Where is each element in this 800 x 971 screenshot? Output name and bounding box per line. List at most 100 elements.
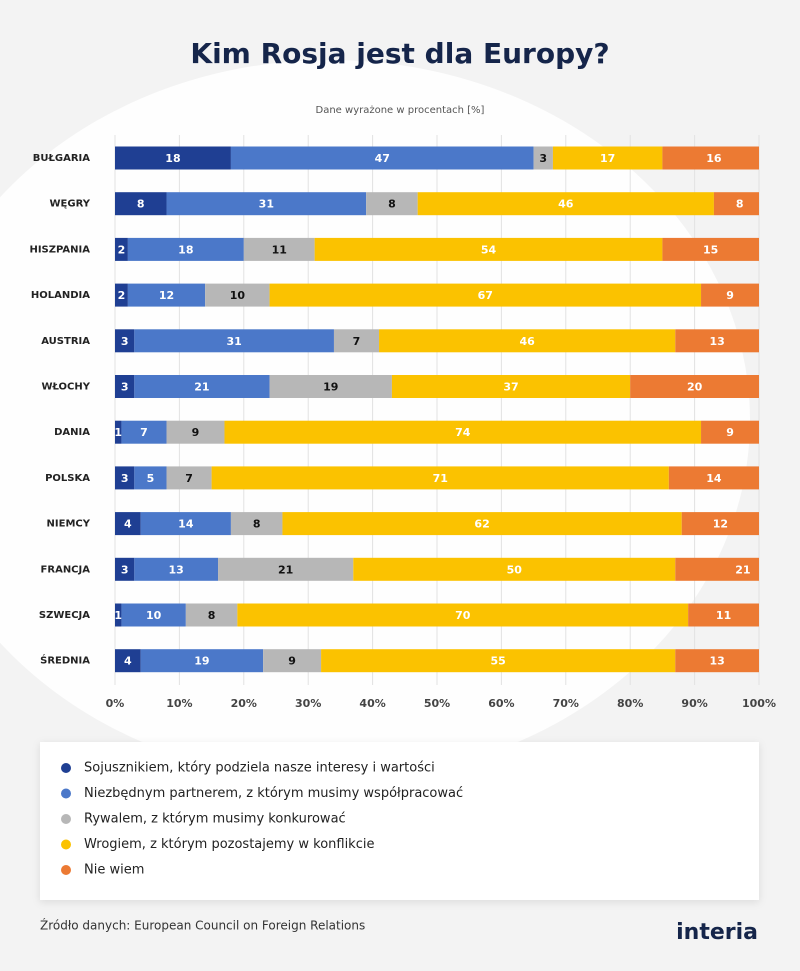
legend-marker [61, 788, 71, 799]
category-label: HOLANDIA [31, 290, 90, 301]
bar-segment [321, 649, 676, 673]
bar-segment [675, 329, 759, 353]
value-label: 10 [230, 289, 246, 302]
category-label: HISZPANIA [29, 244, 90, 255]
legend-box [40, 742, 759, 900]
value-label: 71 [433, 472, 448, 485]
x-tick-label: 10% [166, 697, 192, 710]
bar-segment [263, 649, 322, 673]
legend: Sojusznikiem, który podziela nasze inter… [61, 761, 463, 878]
bar-segment [218, 557, 354, 581]
value-label: 8 [736, 198, 744, 211]
bar-segment [115, 237, 128, 261]
legend-label: Wrogiem, z którym pozostajemy w konflikc… [84, 837, 374, 852]
value-label: 31 [259, 198, 274, 211]
x-tick-label: 70% [553, 697, 579, 710]
bar-segment [662, 146, 759, 170]
bar-segment [115, 192, 167, 216]
bar-segment [675, 557, 759, 581]
legend-marker [61, 839, 71, 850]
bar-segment [230, 512, 283, 536]
value-label: 70 [455, 609, 471, 622]
value-label: 62 [474, 518, 489, 531]
value-label: 3 [121, 381, 129, 394]
value-label: 11 [272, 243, 287, 256]
bar-segment [134, 329, 334, 353]
value-label: 19 [194, 655, 209, 668]
x-tick-label: 20% [231, 697, 257, 710]
value-label: 55 [491, 655, 506, 668]
value-label: 19 [323, 381, 338, 394]
category-label: WŁOCHY [41, 382, 90, 393]
brand-logo: interia [676, 920, 758, 945]
chart-title: Kim Rosja jest dla Europy? [190, 37, 609, 70]
bar-segment [675, 649, 759, 673]
x-tick-label: 0% [106, 697, 125, 710]
labels: 0% 10% 20% 30% 40% 50% 60% 70% 80% 90% 100% BUŁGARI… [29, 153, 776, 710]
bar-segment [166, 466, 212, 490]
bar-segment [127, 283, 206, 307]
bars: 18 47 3 17 168 31 8 46 82 18 11 54 152 12 10 67 93 31 7 46 1… [114, 146, 759, 673]
value-label: 12 [713, 518, 728, 531]
source: Źródło danych: European Council on Forei… [40, 918, 365, 933]
bar-segment [115, 283, 128, 307]
bar-segment [662, 237, 759, 261]
value-label: 54 [481, 243, 497, 256]
category-label: WĘGRY [50, 199, 91, 210]
value-label: 2 [118, 243, 126, 256]
bar-segment [134, 466, 167, 490]
value-label: 14 [178, 518, 194, 531]
bar-segment [269, 375, 392, 398]
value-label: 8 [253, 518, 261, 531]
x-tick-label: 30% [295, 697, 321, 710]
legend-marker [61, 763, 71, 773]
bar-segment [134, 557, 219, 581]
bar-segment [391, 375, 631, 398]
bar-segment [688, 603, 759, 627]
value-label: 4 [124, 518, 132, 531]
value-label: 1 [114, 426, 122, 439]
bar-segment [115, 329, 135, 353]
value-label: 37 [503, 381, 518, 394]
bar-segment [353, 557, 676, 581]
legend-marker [61, 814, 71, 824]
value-label: 13 [709, 335, 724, 348]
bar-segment [282, 512, 682, 536]
legend-marker [61, 865, 71, 875]
value-label: 9 [288, 655, 296, 668]
value-label: 13 [169, 563, 184, 576]
bar-segment [140, 649, 264, 673]
x-tick-label: 80% [617, 697, 643, 710]
bar-segment [533, 146, 553, 170]
bar-segment [211, 466, 669, 490]
value-label: 3 [539, 152, 547, 165]
bar-segment [166, 192, 367, 216]
bar-segment [115, 420, 122, 444]
value-label: 8 [388, 198, 396, 211]
value-label: 3 [121, 335, 129, 348]
value-label: 15 [703, 243, 718, 256]
value-label: 74 [455, 426, 471, 439]
value-label: 7 [353, 335, 361, 348]
value-label: 21 [278, 563, 293, 576]
value-label: 9 [192, 426, 200, 439]
value-label: 16 [706, 152, 722, 165]
bar-segment [115, 603, 122, 627]
legend-label: Rywalem, z którym musimy konkurować [84, 812, 346, 827]
value-label: 4 [124, 655, 132, 668]
value-label: 10 [146, 609, 162, 622]
legend-label: Nie wiem [84, 863, 144, 878]
x-tick-label: 100% [742, 697, 776, 710]
legend-label: Sojusznikiem, który podziela nasze inter… [84, 761, 435, 776]
category-label: NIEMCY [47, 519, 91, 530]
bar-segment [333, 329, 380, 353]
value-label: 8 [137, 198, 145, 211]
category-label: ŚREDNIA [40, 654, 90, 667]
bar-segment [121, 603, 186, 627]
bar-segment [230, 146, 534, 170]
category-label: POLSKA [45, 473, 90, 484]
bar-segment [205, 283, 270, 307]
bar-segment [701, 420, 759, 444]
x-tick-label: 90% [681, 697, 707, 710]
bar-segment [681, 512, 759, 536]
